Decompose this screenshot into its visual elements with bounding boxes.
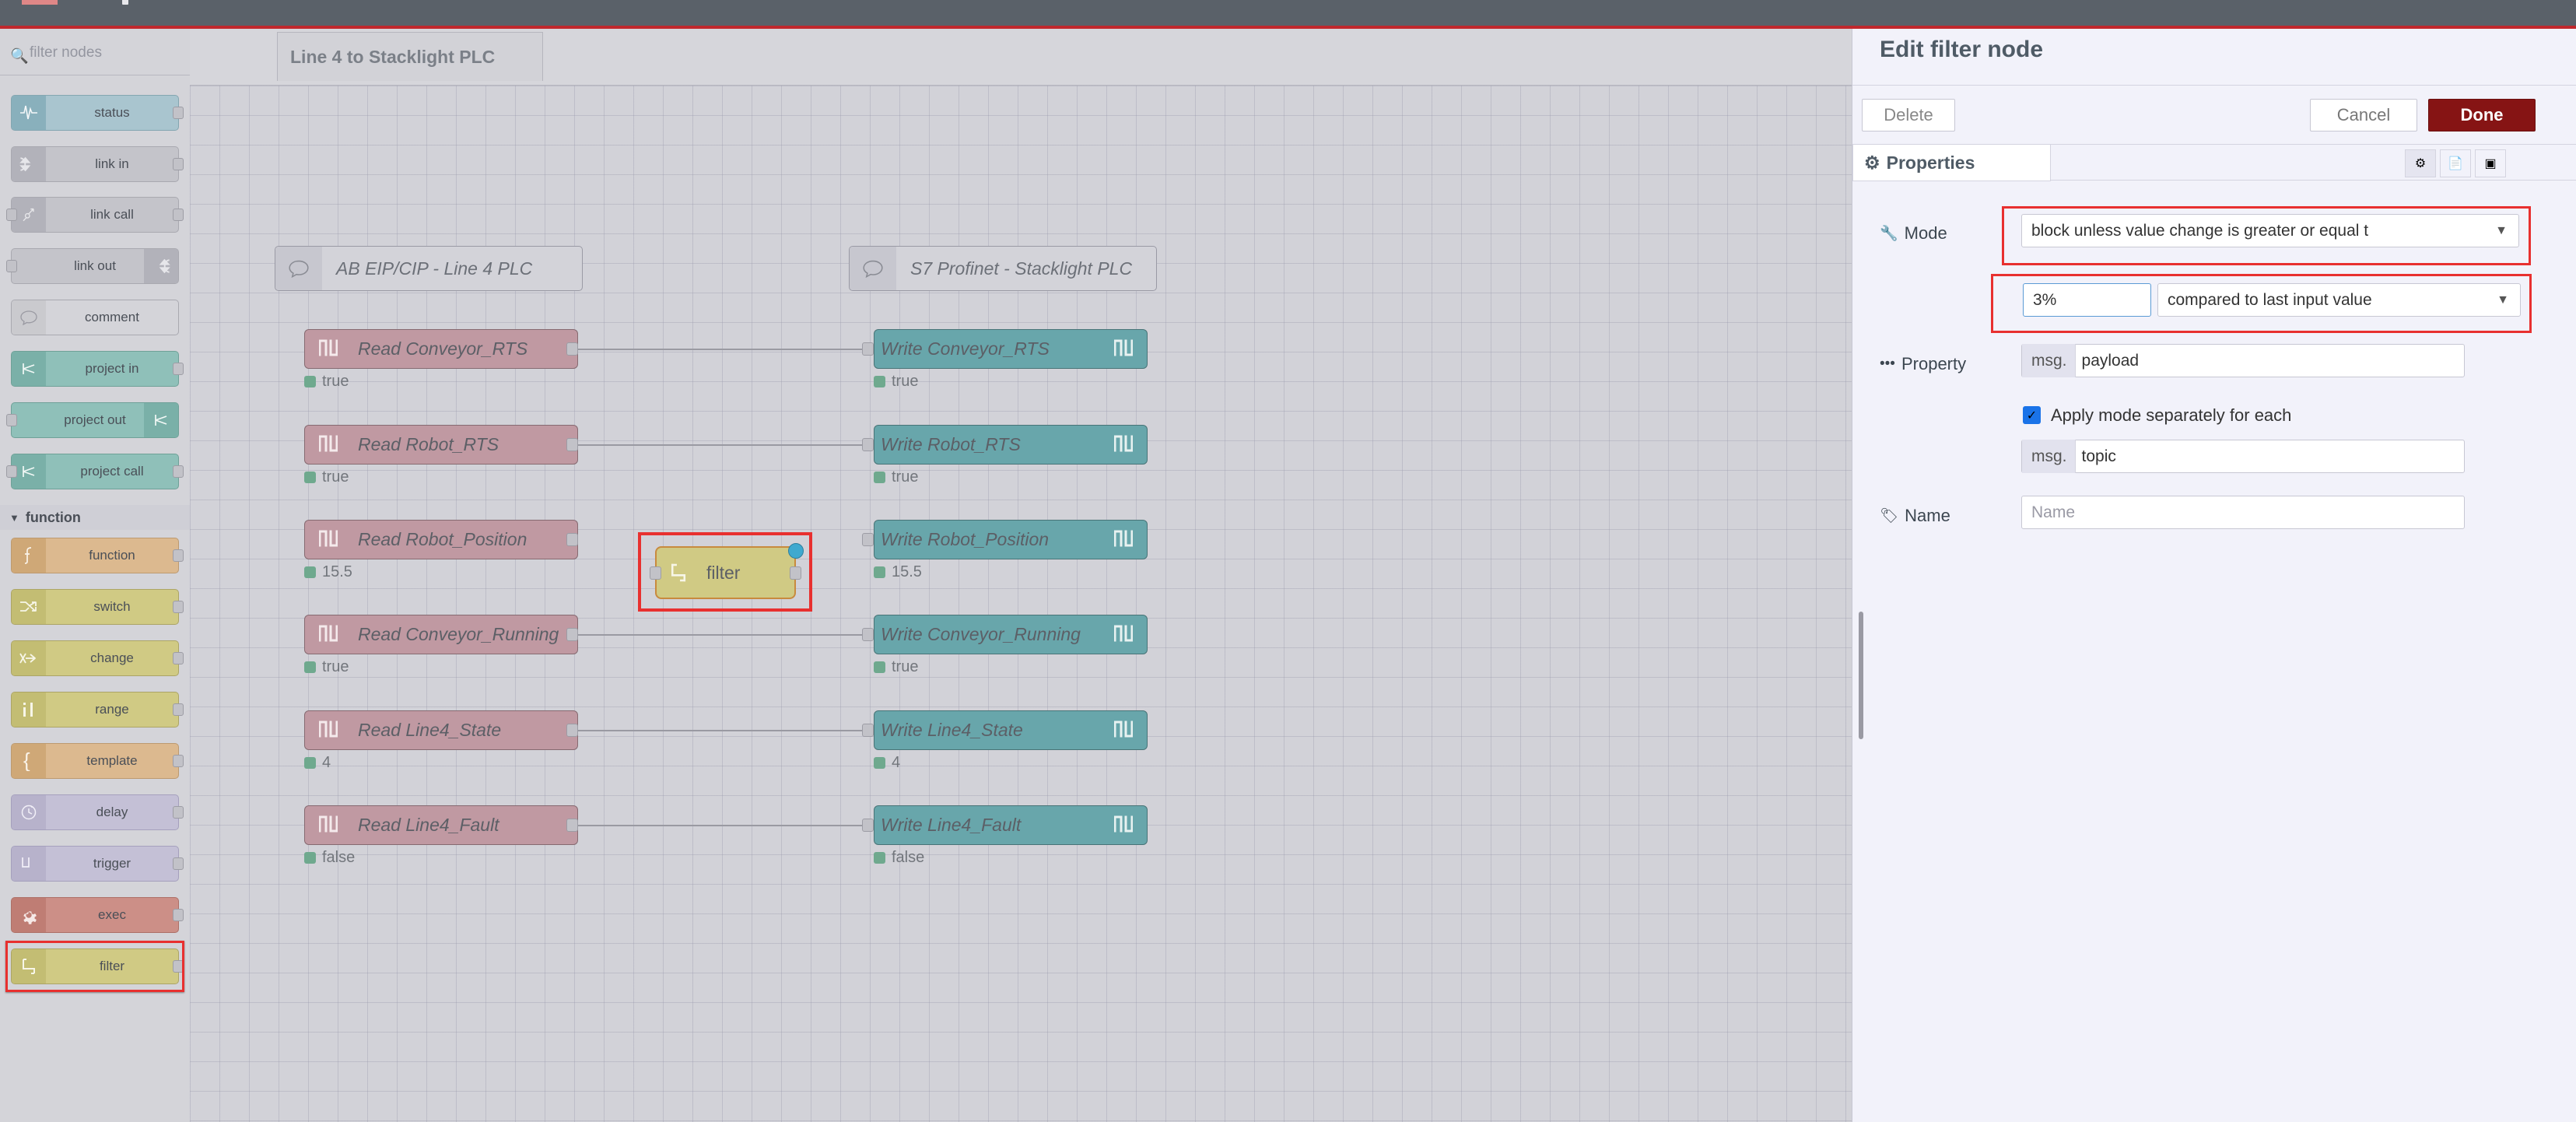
svg-text:{: {: [23, 751, 30, 771]
